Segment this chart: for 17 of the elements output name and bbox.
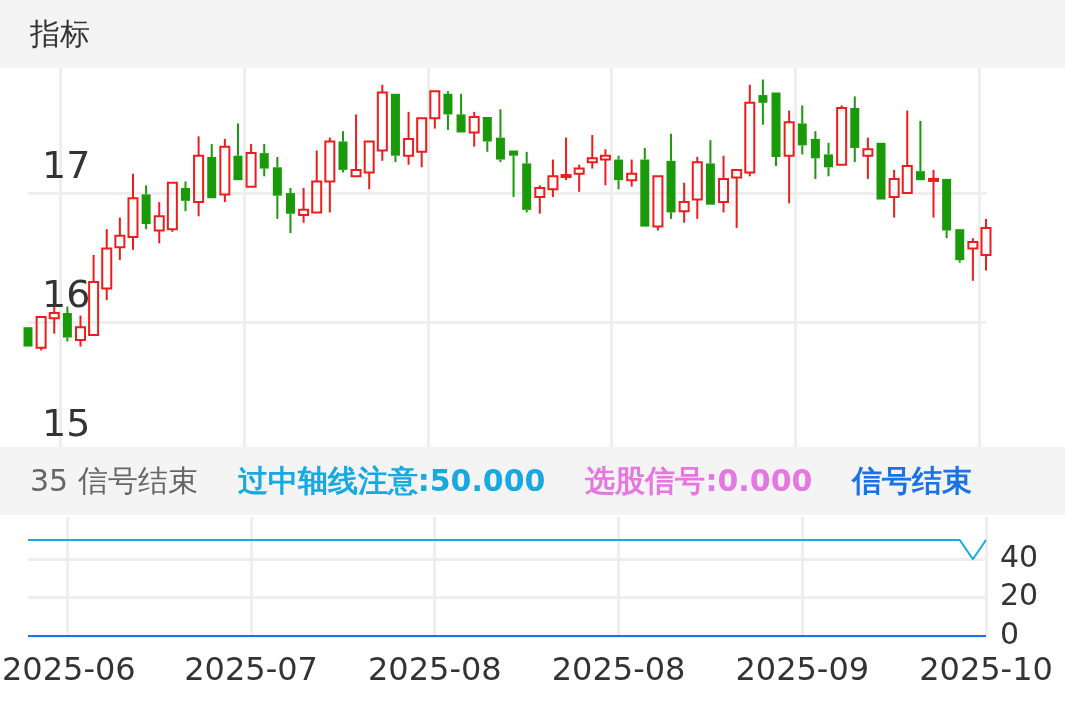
y-tick-label: 0 <box>1000 615 1020 651</box>
x-tick-label: 2025-07 <box>184 650 318 689</box>
y-tick-label: 17 <box>42 142 91 187</box>
y-tick-label: 20 <box>1000 577 1039 613</box>
series-label: 过中轴线注意:50.000 <box>237 461 546 500</box>
chart-title: 35 信号结束 <box>30 461 198 500</box>
y-tick-label: 40 <box>1000 539 1039 575</box>
text: 信号结束 <box>852 461 973 500</box>
x-tick-label: 2025-06 <box>2 650 136 689</box>
x-tick-label: 2025-09 <box>735 650 870 689</box>
x-tick-label: 2025-08 <box>551 650 686 689</box>
chart-title: 指标 <box>30 14 90 53</box>
y-tick-label: 15 <box>42 400 91 445</box>
x-tick-label: 2025-10 <box>919 650 1053 689</box>
legend-label: 选股信号:0.000 <box>585 461 813 500</box>
y-tick-label: 16 <box>42 271 91 316</box>
x-tick-label: 2025-08 <box>367 650 502 689</box>
